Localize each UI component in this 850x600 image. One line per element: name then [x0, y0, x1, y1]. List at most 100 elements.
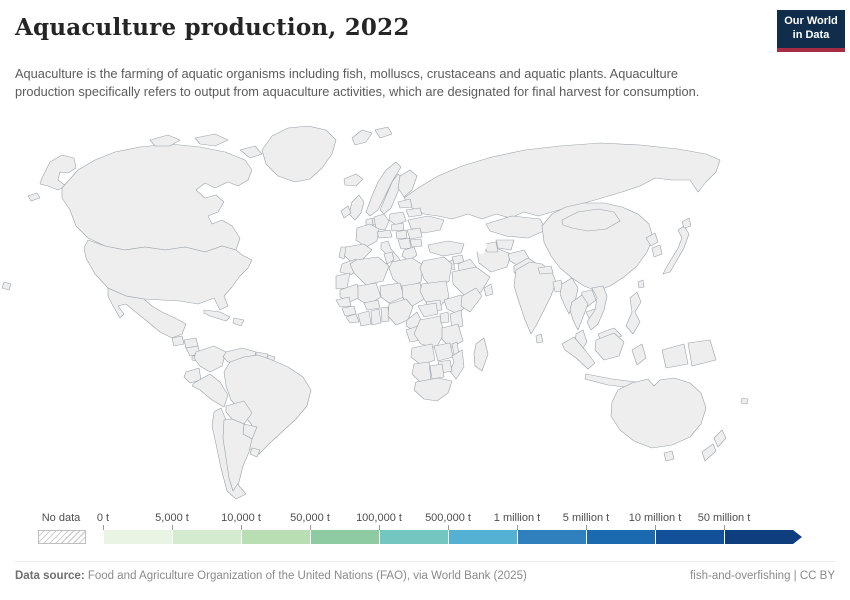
country-colombia[interactable] [193, 345, 227, 373]
country-greece[interactable] [401, 246, 418, 262]
country-south-korea[interactable] [651, 244, 663, 258]
country-iceland[interactable] [343, 173, 364, 187]
country-belarus[interactable] [405, 207, 423, 218]
country-aleutians[interactable] [27, 192, 41, 202]
legend-bin-swatch[interactable] [724, 530, 793, 544]
legend-bin-swatch[interactable] [379, 530, 448, 544]
country-finland[interactable] [397, 169, 418, 198]
legend-bin-swatch[interactable] [103, 530, 172, 544]
country-czechia[interactable] [390, 222, 405, 232]
country-fiji[interactable] [740, 397, 749, 405]
country-canada[interactable] [61, 143, 253, 253]
legend-bin-swatch[interactable] [655, 530, 724, 544]
country-saudi-arabia[interactable] [451, 266, 491, 296]
country-brazil[interactable] [223, 354, 312, 455]
country-hawaii[interactable] [1, 281, 12, 291]
country-austria[interactable] [376, 229, 393, 239]
country-taiwan[interactable] [637, 279, 645, 289]
legend-bin-swatch[interactable] [586, 530, 655, 544]
country-canada-arctic3[interactable] [239, 145, 263, 159]
country-cuba[interactable] [203, 309, 231, 322]
country-uganda[interactable] [439, 311, 450, 324]
country-angola[interactable] [410, 343, 436, 366]
country-alaska[interactable] [39, 154, 77, 191]
country-kazakhstan[interactable] [485, 215, 547, 239]
country-new-zealand-south[interactable] [701, 443, 717, 462]
country-ecuador[interactable] [183, 367, 202, 384]
country-new-zealand-north[interactable] [713, 429, 727, 448]
country-mauritania[interactable] [339, 283, 362, 303]
country-benin[interactable] [380, 306, 390, 323]
country-baltics[interactable] [397, 198, 413, 209]
country-sri-lanka[interactable] [535, 333, 544, 344]
country-indonesia-sumatra[interactable] [561, 336, 596, 370]
credit-link[interactable]: fish-and-overfishing | CC BY [690, 570, 835, 582]
country-vietnam[interactable] [586, 285, 608, 331]
country-somalia[interactable] [460, 287, 483, 313]
country-senegal[interactable] [335, 296, 352, 308]
country-uruguay[interactable] [249, 447, 261, 458]
country-indonesia-borneo[interactable] [594, 332, 625, 361]
country-bulgaria[interactable] [409, 238, 423, 248]
country-poland[interactable] [388, 211, 407, 226]
country-tasmania[interactable] [663, 450, 675, 462]
country-hispaniola[interactable] [232, 317, 245, 327]
no-data-swatch[interactable] [38, 530, 86, 544]
country-liberia[interactable] [345, 313, 360, 324]
country-central-african-republic[interactable] [417, 302, 439, 318]
country-kenya[interactable] [449, 309, 464, 330]
country-balkans[interactable] [397, 237, 412, 250]
legend-bin-swatch[interactable] [517, 530, 586, 544]
country-nepal[interactable] [537, 265, 554, 275]
legend-bin-swatch[interactable] [448, 530, 517, 544]
country-papua-new-guinea[interactable] [687, 339, 717, 367]
country-peru[interactable] [191, 373, 229, 408]
country-greenland[interactable] [261, 125, 337, 183]
country-mozambique[interactable] [449, 349, 465, 380]
country-thailand[interactable] [569, 294, 589, 331]
country-mongolia[interactable] [561, 208, 621, 232]
legend-bin-swatch[interactable] [172, 530, 241, 544]
country-united-kingdom[interactable] [348, 194, 365, 221]
country-turkmenistan[interactable] [483, 241, 499, 253]
country-portugal[interactable] [338, 246, 347, 260]
country-turkey[interactable] [427, 240, 465, 257]
country-argentina[interactable] [222, 418, 253, 492]
country-namibia[interactable] [411, 361, 432, 383]
country-burkina-faso[interactable] [363, 299, 381, 311]
country-united-states[interactable] [83, 239, 253, 311]
country-ghana[interactable] [370, 308, 382, 326]
country-romania[interactable] [406, 227, 423, 240]
country-russia[interactable] [403, 142, 721, 220]
country-france[interactable] [355, 223, 380, 248]
country-tunisia[interactable] [383, 251, 395, 265]
country-ivory-coast[interactable] [357, 310, 372, 327]
country-canada-arctic1[interactable] [149, 134, 181, 147]
country-svalbard2[interactable] [374, 126, 393, 139]
country-india[interactable] [513, 261, 557, 335]
country-south-africa[interactable] [413, 377, 453, 402]
country-algeria[interactable] [349, 256, 390, 286]
country-canada-arctic2[interactable] [194, 133, 229, 147]
country-uzbekistan[interactable] [495, 239, 515, 251]
country-indonesia-papua[interactable] [661, 343, 689, 369]
country-niger[interactable] [379, 282, 405, 304]
country-ireland[interactable] [340, 205, 352, 219]
country-norway[interactable] [365, 161, 402, 217]
country-svalbard[interactable] [351, 129, 373, 146]
country-japan-hokkaido[interactable] [681, 217, 692, 229]
owid-logo[interactable]: Our World in Data [777, 10, 845, 52]
country-australia[interactable] [610, 377, 707, 449]
country-zambia[interactable] [433, 342, 454, 362]
country-hungary[interactable] [395, 229, 408, 240]
country-western-sahara[interactable] [335, 272, 351, 290]
legend-bin-swatch[interactable] [241, 530, 310, 544]
country-indonesia-sulawesi[interactable] [631, 343, 647, 366]
country-philippines[interactable] [625, 291, 642, 335]
legend-bin-swatch[interactable] [310, 530, 379, 544]
country-japan[interactable] [662, 225, 690, 275]
country-guatemala[interactable] [171, 335, 185, 347]
country-botswana[interactable] [429, 363, 445, 380]
country-north-korea[interactable] [645, 232, 659, 247]
country-madagascar[interactable] [473, 337, 489, 372]
